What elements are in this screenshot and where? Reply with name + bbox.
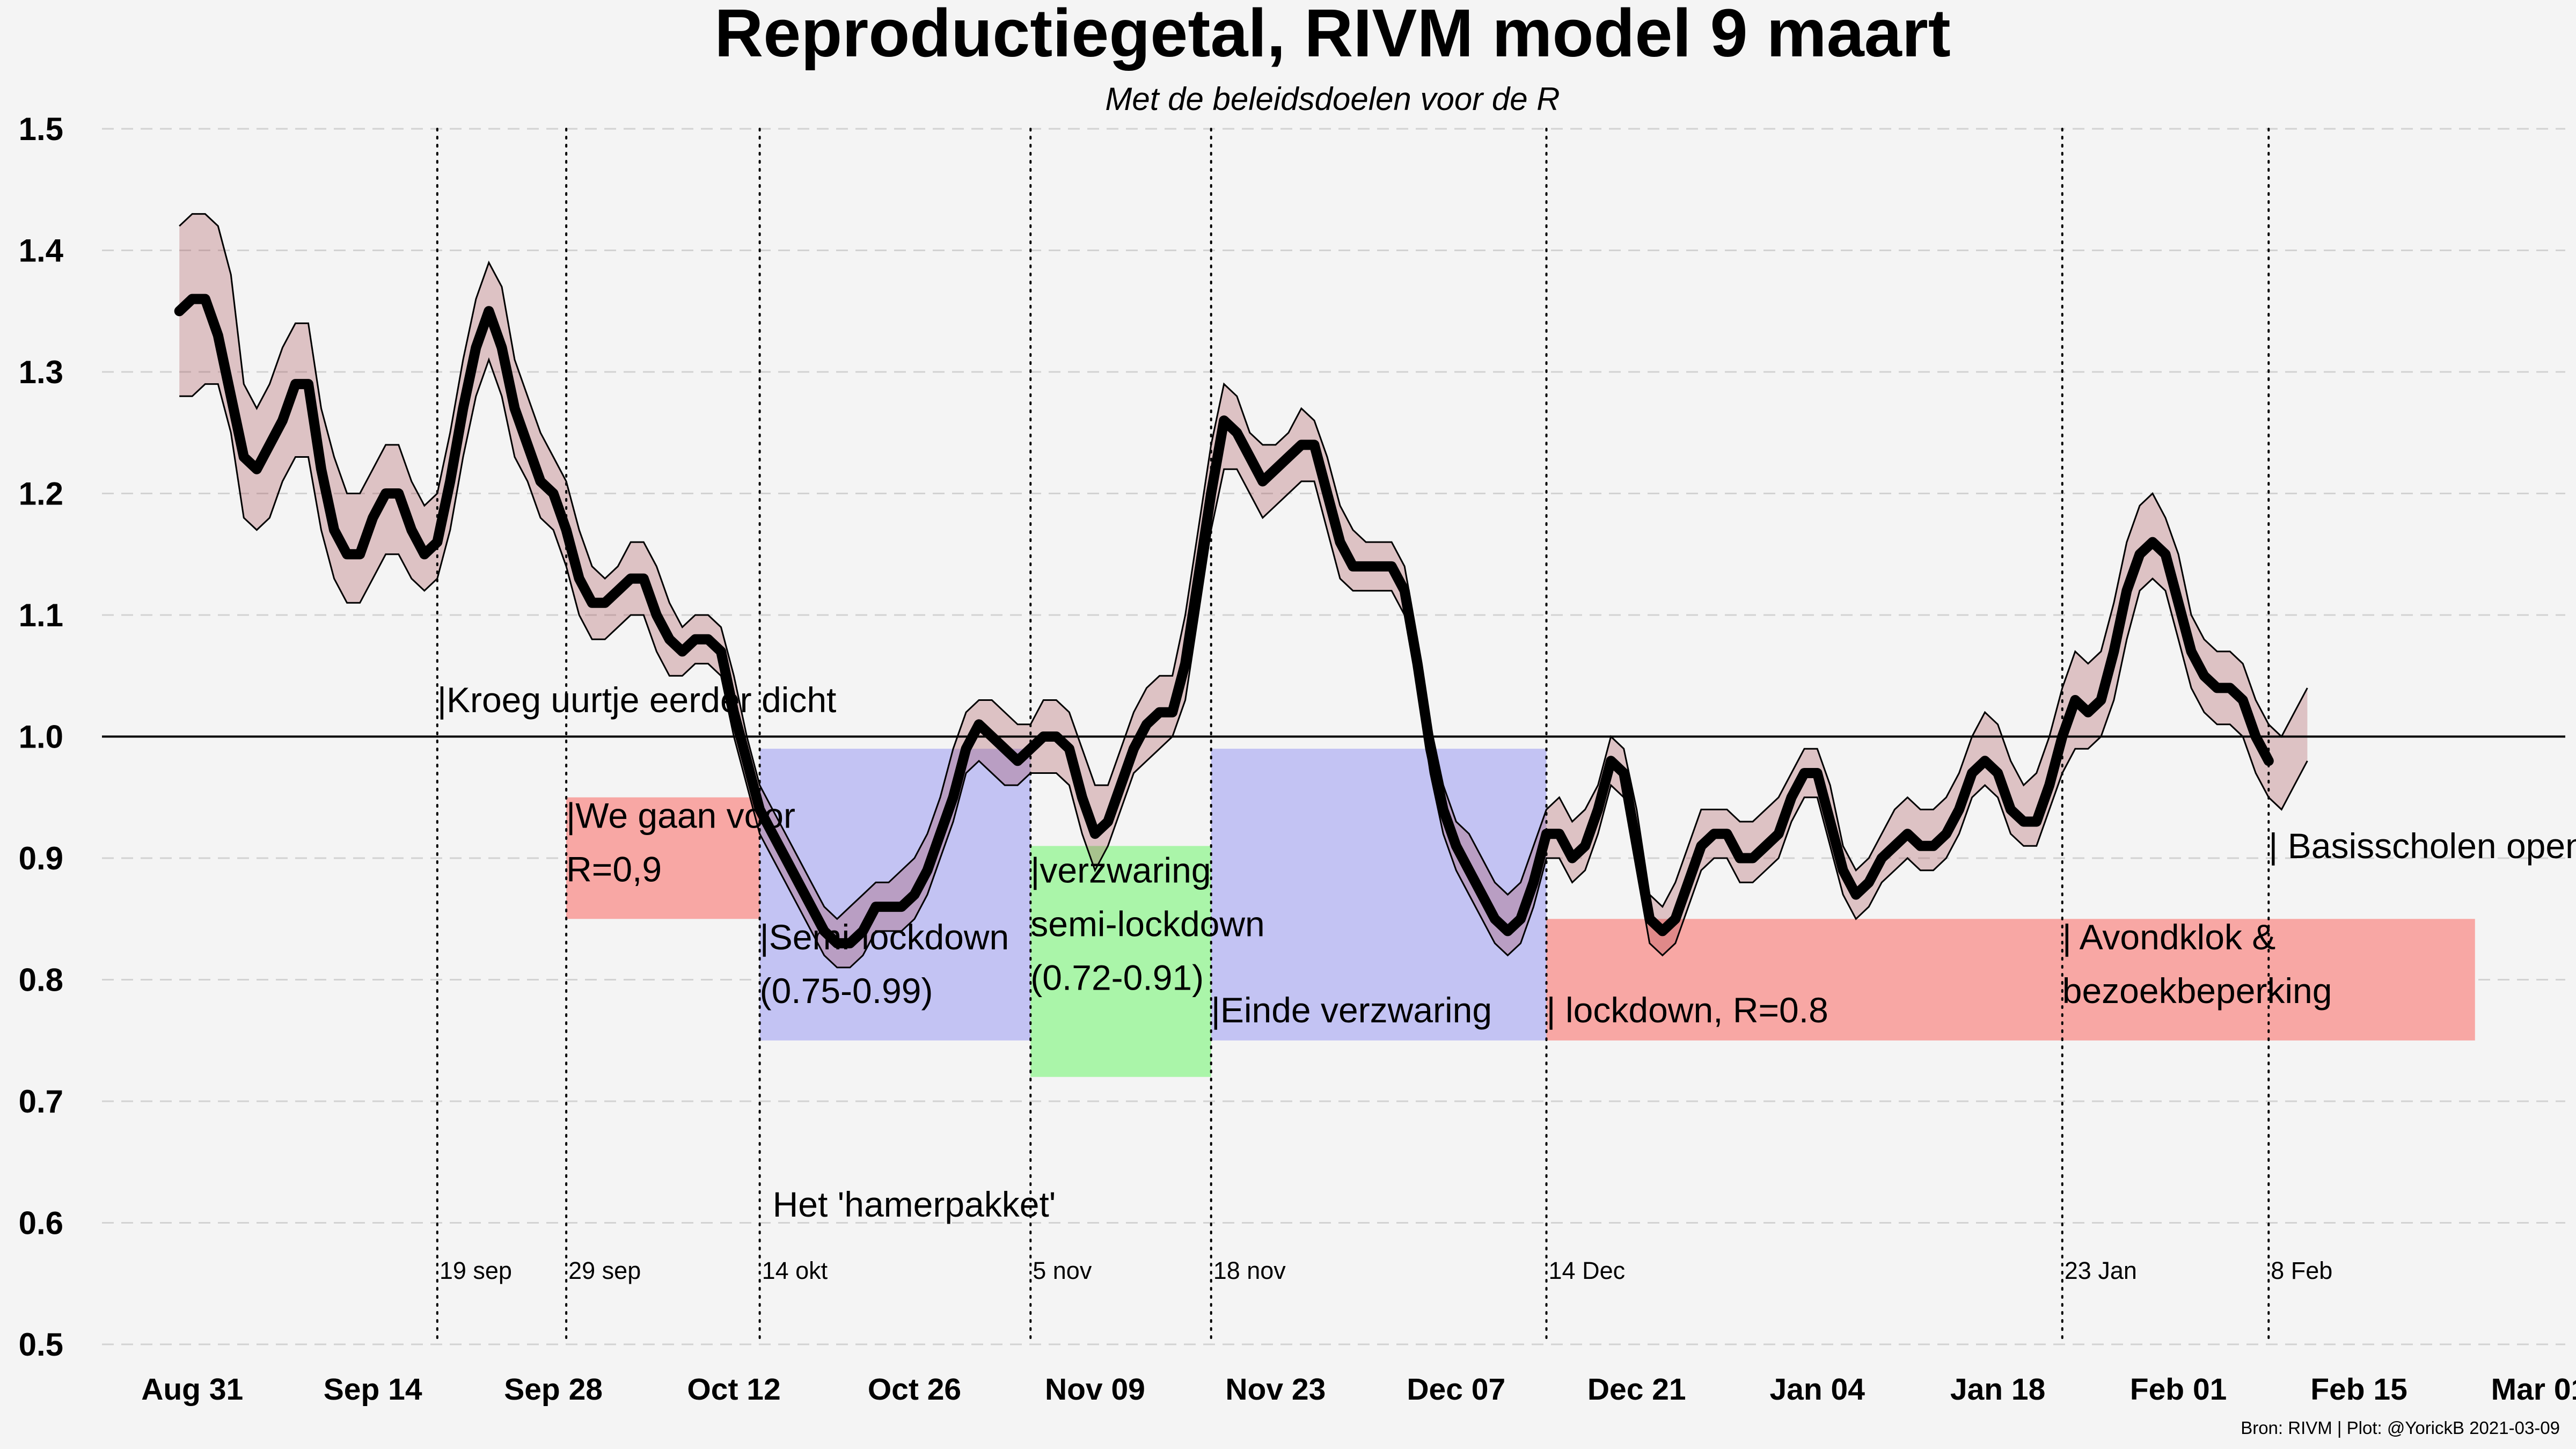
y-tick-label: 0.7 [19, 1084, 63, 1119]
band-lower-line [179, 357, 2308, 969]
policy-period-box [1211, 749, 1547, 1041]
y-tick-label: 0.8 [19, 962, 63, 998]
x-tick-label: Oct 26 [868, 1372, 961, 1407]
y-tick-label: 0.5 [19, 1327, 63, 1363]
policy-annotation: | Basisscholen open [2268, 826, 2576, 866]
source-caption: Bron: RIVM | Plot: @YorickB 2021-03-09 [2241, 1418, 2560, 1438]
x-axis-ticks: Aug 31 Sep 14 Sep 28 Oct 12 Oct 26 Nov 09 Nov … [141, 1372, 2576, 1407]
event-date-label: 14 Dec [1549, 1257, 1626, 1284]
chart-subtitle: Met de beleidsdoelen voor de R [1105, 81, 1560, 117]
x-tick-label: Nov 23 [1225, 1372, 1326, 1407]
r-line [174, 294, 2274, 949]
band-upper-line [179, 213, 2308, 920]
y-axis-ticks: 0.5 0.6 0.7 0.8 0.9 1.0 1.1 1.2 1.3 1.4 1.5 [19, 111, 64, 1363]
x-tick-label: Sep 14 [324, 1372, 422, 1407]
policy-annotation: |We gaan voor R=0,9 [566, 795, 795, 889]
event-date-label: 18 nov [1213, 1257, 1286, 1284]
policy-annotation: Het 'hamerpakket' [773, 1184, 1056, 1224]
x-tick-label: Feb 01 [2130, 1372, 2227, 1407]
policy-annotations: |Kroeg uurtje eerder dicht |We gaan voor R… [437, 680, 2576, 1224]
policy-period-box [566, 797, 760, 919]
event-date-label: 14 okt [762, 1257, 828, 1284]
x-tick-label: Feb 15 [2310, 1372, 2407, 1407]
event-date-label: 29 sep [568, 1257, 641, 1284]
policy-annotation: |Einde verzwaring [1211, 990, 1492, 1030]
event-date-label: 19 sep [440, 1257, 512, 1284]
r-series [174, 294, 2274, 949]
event-lines: 19 sep 29 sep 14 okt 5 nov 18 nov 14 Dec 23 Ja… [436, 128, 2332, 1345]
x-tick-label: Jan 18 [1950, 1372, 2045, 1407]
y-tick-label: 1.3 [19, 354, 63, 390]
confidence-band [179, 213, 2308, 969]
policy-annotation: | Avondklok & bezoekbeperking [2062, 917, 2332, 1011]
event-date-label: 23 Jan [2065, 1257, 2137, 1284]
y-tick-label: 0.9 [19, 840, 63, 876]
y-tick-label: 1.1 [19, 597, 63, 633]
x-tick-label: Nov 09 [1045, 1372, 1145, 1407]
event-date-label: 5 nov [1033, 1257, 1092, 1284]
x-tick-label: Dec 21 [1587, 1372, 1686, 1407]
y-tick-label: 0.6 [19, 1205, 63, 1241]
policy-annotation: |verzwaring semi-lockdown (0.72-0.91) [1030, 850, 1264, 997]
policy-annotation: | lockdown, R=0.8 [1547, 990, 1828, 1030]
event-date-label: 8 Feb [2271, 1257, 2332, 1284]
x-tick-label: Dec 07 [1407, 1372, 1505, 1407]
x-tick-label: Jan 04 [1769, 1372, 1865, 1407]
x-tick-label: Oct 12 [687, 1372, 780, 1407]
policy-period-box [1030, 846, 1211, 1077]
policy-annotation: |Semi-lockdown (0.75-0.99) [760, 917, 1009, 1011]
x-tick-label: Sep 28 [504, 1372, 603, 1407]
confidence-band-fill [179, 214, 2308, 968]
x-tick-label: Mar 01 [2491, 1372, 2576, 1407]
chart-title: Reproductiegetal, RIVM model 9 maart [714, 0, 1951, 71]
y-tick-label: 1.2 [19, 476, 63, 512]
y-tick-label: 1.5 [19, 111, 63, 147]
y-tick-label: 1.4 [19, 233, 64, 269]
policy-period-boxes [566, 749, 2475, 1077]
x-tick-label: Aug 31 [141, 1372, 243, 1407]
y-tick-label: 1.0 [19, 719, 63, 755]
policy-period-box [1546, 919, 2475, 1041]
policy-annotation: |Kroeg uurtje eerder dicht [437, 680, 837, 720]
